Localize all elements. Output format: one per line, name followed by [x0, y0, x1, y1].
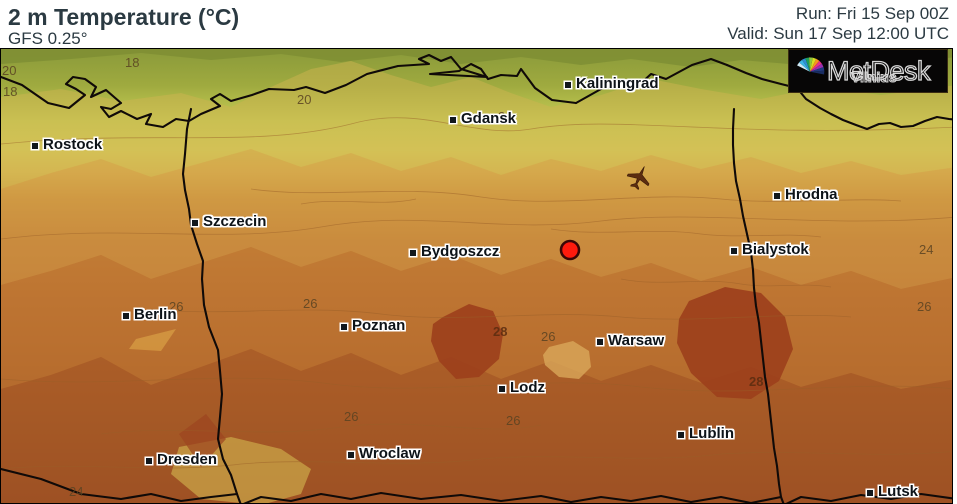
svg-text:28: 28 — [493, 324, 507, 339]
svg-text:28: 28 — [749, 374, 763, 389]
svg-text:26: 26 — [344, 409, 358, 424]
svg-text:26: 26 — [541, 329, 555, 344]
svg-text:26: 26 — [303, 296, 317, 311]
svg-text:20: 20 — [297, 92, 311, 107]
svg-text:18: 18 — [3, 84, 17, 99]
svg-text:20: 20 — [2, 63, 16, 78]
svg-text:24: 24 — [919, 242, 933, 257]
svg-text:26: 26 — [917, 299, 931, 314]
svg-text:26: 26 — [506, 413, 520, 428]
svg-text:24: 24 — [69, 484, 83, 499]
svg-text:18: 18 — [125, 55, 139, 70]
